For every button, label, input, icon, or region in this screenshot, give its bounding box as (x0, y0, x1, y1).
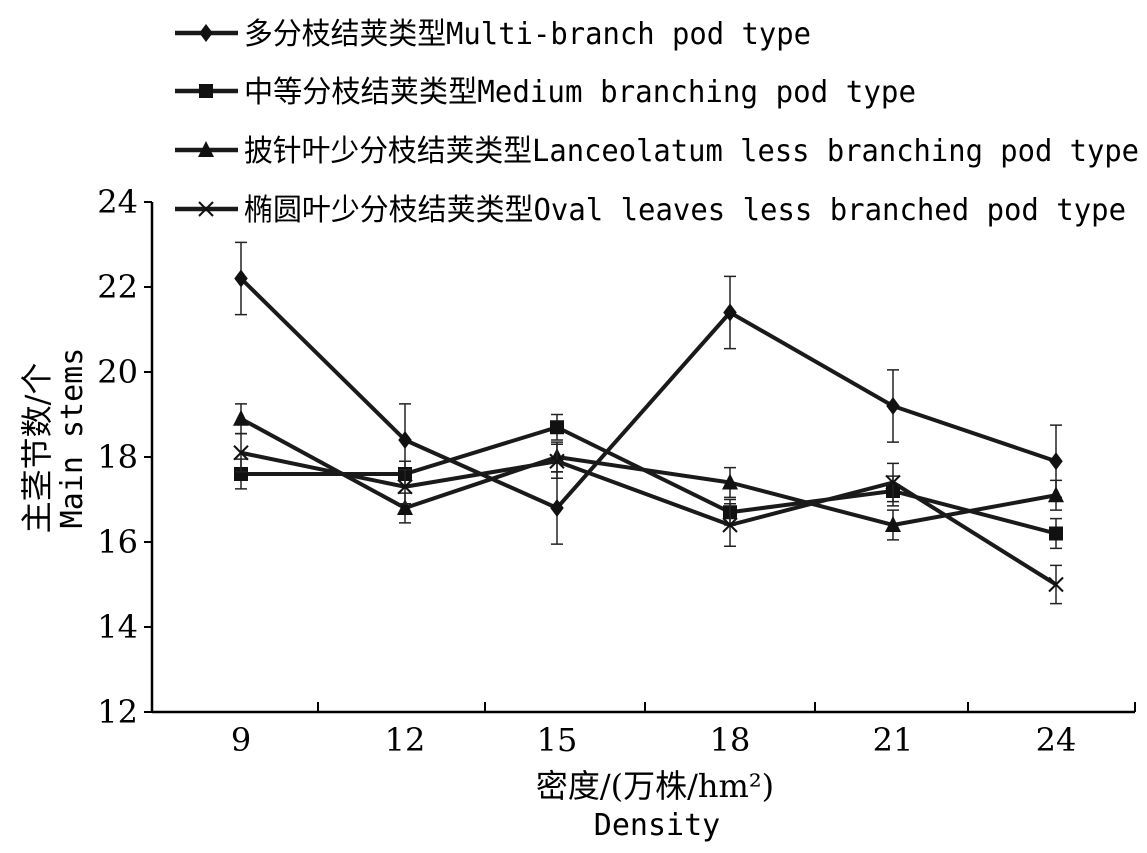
marker-stroke (397, 479, 413, 495)
x-tick-label: 12 (385, 721, 426, 759)
x-axis-title-line2: Density (594, 808, 720, 843)
data-point-x (722, 517, 738, 533)
data-point-diamond (398, 431, 412, 449)
legend-item-1: 多分枝结荚类型Multi-branch pod type (175, 17, 811, 52)
legend-marker-square (199, 84, 213, 98)
x-tick-label: 15 (537, 721, 578, 759)
data-point-triangle (722, 473, 738, 490)
marker-stroke (1048, 576, 1064, 593)
x-tick-label: 9 (231, 721, 251, 759)
legend-label: 披针叶少分枝结荚类型Lanceolatum less branching pod… (244, 134, 1139, 169)
data-point-square (550, 420, 564, 435)
series-layer (233, 241, 1064, 605)
legend-label: 中等分枝结荚类型Medium branching pod type (244, 75, 916, 110)
data-point-diamond (723, 303, 737, 322)
marker-stroke (885, 474, 901, 491)
marker-stroke (233, 445, 249, 461)
marker-stroke (722, 517, 738, 533)
y-tick-label: 12 (97, 693, 138, 731)
data-point-x (397, 479, 413, 495)
data-point-triangle (233, 409, 249, 426)
legend-label: 多分枝结荚类型Multi-branch pod type (244, 17, 811, 52)
series-line (239, 277, 1057, 510)
data-point-square (1049, 526, 1063, 541)
marker-stroke (198, 201, 214, 217)
x-tick-label: 18 (710, 721, 751, 759)
data-point-diamond (886, 397, 900, 415)
data-point-diamond (1049, 452, 1063, 471)
data-point-x (1048, 576, 1064, 593)
series-3 (233, 403, 1064, 541)
axes: 12 14 16 18 20 22 24 9 12 15 18 21 24 (97, 183, 1136, 759)
x-tick-label: 24 (1036, 721, 1077, 759)
axis-titles: 密度/(万株/hm²) Density 主茎节数/个 Main stems (18, 348, 774, 843)
x-axis-title-line1: 密度/(万株/hm²) (536, 767, 774, 805)
legend-marker-triangle (198, 141, 214, 157)
data-point-triangle (397, 499, 413, 515)
legend-item-4: 椭圆叶少分枝结荚类型Oval leaves less branched pod … (175, 193, 1126, 228)
y-tick-label: 14 (97, 608, 138, 646)
series-1 (234, 241, 1063, 545)
series-line (240, 450, 1058, 587)
y-tick-label: 18 (97, 438, 138, 476)
data-point-diamond (234, 269, 248, 288)
data-point-triangle (1048, 486, 1064, 503)
legend-item-2: 中等分枝结荚类型Medium branching pod type (175, 75, 916, 110)
y-axis-title-line1: 主茎节数/个 (18, 363, 56, 534)
series-line (240, 416, 1057, 527)
marker-stroke (549, 453, 565, 469)
legend-marker-x (198, 201, 214, 217)
y-tick-label: 20 (97, 353, 138, 391)
data-point-square (234, 467, 248, 481)
y-tick-label: 22 (97, 268, 138, 306)
y-axis-title-line2: Main stems (55, 348, 90, 529)
legend-marker-diamond (199, 24, 213, 42)
data-point-x (549, 453, 565, 469)
x-tick-label: 21 (873, 721, 914, 759)
data-point-x (233, 445, 249, 461)
legend-label: 椭圆叶少分枝结荚类型Oval leaves less branched pod … (244, 193, 1126, 228)
y-tick-label: 16 (97, 523, 138, 561)
data-point-triangle (885, 516, 901, 532)
series-4 (233, 432, 1064, 605)
data-point-x (885, 474, 901, 491)
data-point-diamond (550, 499, 564, 517)
legend-item-3: 披针叶少分枝结荚类型Lanceolatum less branching pod… (175, 134, 1139, 169)
legend: 多分枝结荚类型Multi-branch pod type 中等分枝结荚类型Medi… (175, 17, 1139, 228)
y-tick-label: 24 (97, 183, 138, 221)
